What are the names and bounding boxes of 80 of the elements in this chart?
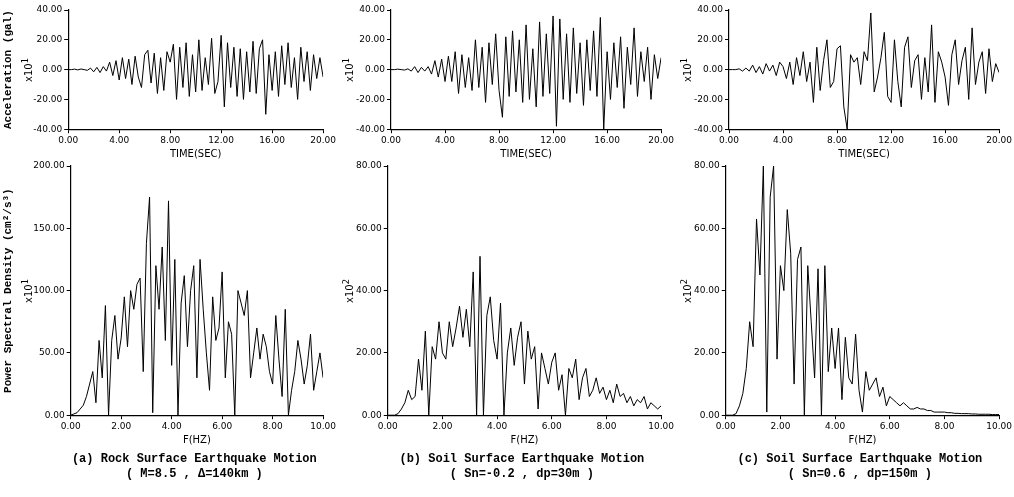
x-tick-label: 4.00 (773, 134, 794, 145)
x-tick-label: 12.00 (208, 134, 235, 145)
x-tick-label: 8.00 (262, 420, 283, 431)
x-tick-label: 10.00 (648, 420, 675, 431)
x-tick-label: 12.00 (878, 134, 905, 145)
y-tick-label: 40.00 (356, 284, 383, 295)
y-tick-label: 20.00 (694, 347, 721, 358)
text: (c) Soil Surface Earthquake Motion (736, 452, 984, 467)
x-tick-label: 16.00 (594, 134, 621, 145)
y-tick-label: 60.00 (356, 222, 383, 233)
x-tick-label: 0.00 (380, 134, 402, 145)
x-tick-label: 16.00 (259, 134, 286, 145)
y-tick-label: 0.00 (44, 409, 65, 420)
y-tick-label: 0.00 (702, 63, 724, 74)
x-tick-label: 10.00 (310, 420, 337, 431)
x-axis-title: TIME(SEC) (168, 147, 222, 159)
y-tick-label: 0.00 (42, 63, 63, 74)
x-tick-label: 0.00 (60, 420, 81, 431)
x-tick-label: 20.00 (648, 134, 675, 145)
x-tick-label: 4.00 (435, 134, 456, 145)
y-tick-label: -20.00 (694, 93, 724, 104)
y-tick-label: 20.00 (36, 34, 63, 45)
x-tick-label: 16.00 (932, 134, 959, 145)
x-tick-label: 8.00 (934, 420, 955, 431)
x-tick-label: 20.00 (986, 134, 1013, 145)
y-tick-label: 80.00 (356, 160, 383, 171)
x-tick-label: 8.00 (596, 420, 617, 431)
y-tick-label: 20.00 (697, 34, 724, 45)
y-tick-label: -20.00 (356, 93, 386, 104)
y-tick-label: -40.00 (33, 123, 63, 134)
x-axis-title: F(HZ) (848, 433, 877, 445)
x-tick-label: 2.00 (111, 420, 132, 431)
y-tick-label: 80.00 (694, 160, 721, 171)
x-tick-label: 0.00 (58, 134, 79, 145)
y-tick-label: 0.00 (699, 409, 721, 420)
x-axis-title: TIME(SEC) (499, 147, 552, 159)
x-tick-label: 6.00 (879, 420, 901, 431)
x-tick-label: 8.00 (160, 134, 181, 145)
x-tick-label: 4.00 (487, 420, 508, 431)
y-tick-label: 20.00 (359, 34, 386, 45)
x-tick-label: 2.00 (770, 420, 791, 431)
text: ( Sn=-0.2 , dp=30m ) (448, 467, 595, 482)
y-tick-label: 20.00 (356, 347, 383, 358)
x-tick-label: 0.00 (718, 134, 740, 145)
y-tick-label: 40.00 (36, 4, 63, 15)
x-tick-label: 8.00 (827, 134, 848, 145)
y-tick-label: 100.00 (33, 284, 65, 295)
x-tick-label: 12.00 (540, 134, 567, 145)
x-axis-title: F(HZ) (510, 433, 539, 445)
y-tick-label: 60.00 (694, 222, 721, 233)
y-tick-label: 40.00 (694, 284, 721, 295)
x-tick-label: 4.00 (825, 420, 846, 431)
x-axis-title: F(HZ) (182, 433, 211, 445)
x-axis-title: TIME(SEC) (837, 147, 890, 159)
x-tick-label: 0.00 (715, 420, 737, 431)
x-tick-label: 6.00 (541, 420, 563, 431)
y-axis-title: Acceleration (gal) (2, 10, 15, 130)
x-tick-label: 0.00 (377, 420, 399, 431)
y-tick-label: 150.00 (33, 222, 65, 233)
y-axis-title: Power Spectral Density (cm²/s³) (2, 188, 15, 393)
y-tick-label: 200.00 (33, 160, 65, 171)
text: ( Sn=0.6 , dp=150m ) (786, 467, 933, 482)
y-tick-label: -40.00 (694, 123, 724, 134)
y-tick-label: -40.00 (356, 123, 386, 134)
text: (a) Rock Surface Earthquake Motion (70, 452, 318, 467)
text: (b) Soil Surface Earthquake Motion (398, 452, 646, 467)
x-tick-label: 4.00 (161, 420, 182, 431)
x-tick-label: 4.00 (109, 134, 130, 145)
y-tick-label: 40.00 (359, 4, 386, 15)
y-tick-label: 50.00 (38, 347, 65, 358)
x-tick-label: 6.00 (212, 420, 233, 431)
y-tick-label: 40.00 (697, 4, 724, 15)
x-tick-label: 10.00 (986, 420, 1013, 431)
y-tick-label: -20.00 (33, 93, 63, 104)
x-tick-label: 2.00 (432, 420, 453, 431)
y-tick-label: 0.00 (364, 63, 386, 74)
text: ( M=8.5 , Δ=140km ) (124, 467, 264, 482)
x-tick-label: 8.00 (489, 134, 510, 145)
x-tick-label: 20.00 (310, 134, 337, 145)
y-tick-label: 0.00 (361, 409, 383, 420)
